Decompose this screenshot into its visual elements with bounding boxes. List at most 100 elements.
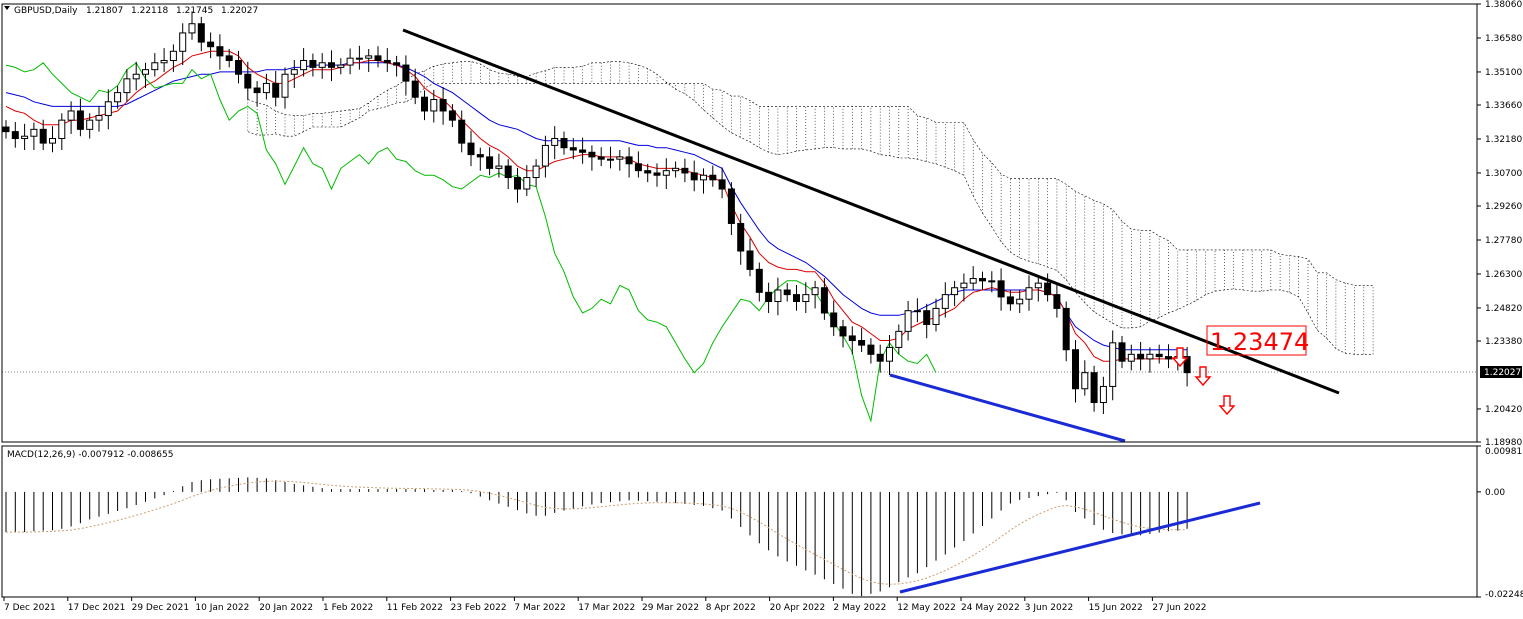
price-axis-label: 1.23380	[1485, 337, 1522, 347]
candle-bear	[979, 278, 986, 282]
price-axis-label: 1.24820	[1485, 304, 1522, 314]
candle-bear	[486, 156, 494, 169]
date-axis-label: 15 Jun 2022	[1089, 603, 1143, 613]
candle-bull	[179, 32, 187, 52]
candle-bear	[1044, 282, 1052, 296]
triangle-down-icon[interactable]	[4, 6, 10, 10]
symbol-label: GBPUSD,Daily	[14, 6, 78, 16]
price-axis-label: 1.29260	[1485, 202, 1522, 212]
candle-bear	[737, 222, 745, 252]
candle-bull	[616, 156, 624, 160]
price-axis-label: 1.38060	[1485, 0, 1522, 10]
date-axis-label: 10 Jan 2022	[195, 603, 249, 613]
candle-bear	[579, 149, 587, 153]
candle-bear	[421, 96, 428, 112]
candle-bear	[588, 151, 596, 158]
candle-bear	[207, 41, 215, 48]
candle-bull	[988, 280, 996, 283]
candle-bear	[653, 172, 661, 176]
candle-bear	[1062, 307, 1070, 351]
candle-bear	[876, 353, 884, 362]
candle-bear	[830, 312, 838, 328]
candle-bull	[1109, 342, 1117, 387]
candle-bull	[969, 278, 977, 284]
candle-bear	[1137, 353, 1145, 360]
candle-bear	[867, 344, 875, 355]
candle-bear	[76, 110, 84, 130]
candle-bear	[625, 156, 633, 165]
candle-bear	[644, 170, 652, 174]
candle-bear	[253, 87, 261, 94]
indicator-lines	[5, 50, 1188, 423]
candles	[2, 11, 1191, 414]
candle-bull	[895, 330, 903, 348]
candle-bull	[262, 82, 270, 94]
candle-bull	[1099, 385, 1107, 404]
current-price-tag	[1480, 366, 1522, 378]
candle-bull	[30, 128, 38, 137]
candle-bear	[383, 59, 391, 64]
kijun-line	[5, 62, 1188, 351]
date-axis-label: 11 Feb 2022	[387, 603, 443, 613]
candle-bull	[318, 62, 326, 68]
ohlc-high: 1.22118	[131, 6, 168, 16]
date-axis-label: 2 May 2022	[833, 603, 886, 613]
candle-bull	[104, 101, 112, 117]
candle-bull	[1016, 298, 1024, 305]
candle-bull	[365, 55, 373, 59]
drawings	[402, 28, 1340, 594]
candle-bull	[541, 144, 549, 167]
date-axis-label: 29 Dec 2021	[132, 603, 190, 613]
macd-axis-label: 0.009813	[1485, 447, 1523, 457]
candle-bear	[1053, 294, 1061, 309]
candle-bull	[49, 138, 56, 144]
candle-bear	[244, 73, 252, 89]
date-axis-label: 29 Mar 2022	[642, 603, 699, 613]
candle-bear	[458, 119, 466, 144]
candle-bull	[86, 119, 94, 130]
candle-bear	[374, 55, 382, 61]
price-axis-label: 1.35100	[1485, 68, 1522, 78]
candle-bull	[132, 73, 140, 80]
price-axis-label: 1.30700	[1485, 169, 1522, 179]
candle-bull	[355, 57, 363, 60]
candle-bear	[39, 128, 47, 144]
candle-bull	[951, 287, 959, 296]
candle-bear	[448, 110, 456, 121]
candle-bear	[858, 340, 866, 346]
macd-pane-frame	[1, 445, 1478, 598]
candle-bear	[2, 126, 10, 133]
price-axis-label: 1.32180	[1485, 135, 1522, 145]
candle-bull	[662, 170, 670, 176]
candle-bull	[346, 57, 354, 66]
annotation-box[interactable]	[1206, 325, 1307, 356]
price-axis-label: 1.36580	[1485, 34, 1522, 44]
date-axis-label: 1 Feb 2022	[323, 603, 373, 613]
candle-bull	[811, 287, 819, 296]
candle-bear	[197, 23, 205, 43]
candle-bear	[597, 156, 605, 160]
candle-bear	[411, 80, 419, 98]
candle-bull	[67, 110, 75, 121]
date-axis-label: 27 Jun 2022	[1152, 603, 1206, 613]
ohlc-open: 1.21807	[86, 6, 123, 16]
candle-bull	[523, 177, 531, 190]
candle-bull	[337, 64, 345, 68]
candle-bull	[430, 98, 438, 112]
candle-bull	[802, 294, 810, 303]
macd-axis-label: -0.022488	[1485, 590, 1523, 600]
candle-bull	[169, 50, 177, 61]
candle-bull	[1025, 287, 1033, 300]
price-axis-label: 1.26300	[1485, 270, 1522, 280]
candle-bull	[114, 92, 122, 103]
candle-bear	[235, 59, 242, 75]
price-axis-label: 1.33660	[1485, 101, 1522, 111]
candle-bear	[690, 172, 698, 181]
date-axis-label: 3 Jun 2022	[1025, 603, 1073, 613]
candle-bear	[1155, 353, 1163, 358]
candle-bear	[765, 291, 773, 303]
candle-bear	[820, 287, 828, 314]
candle-bear	[402, 64, 410, 82]
